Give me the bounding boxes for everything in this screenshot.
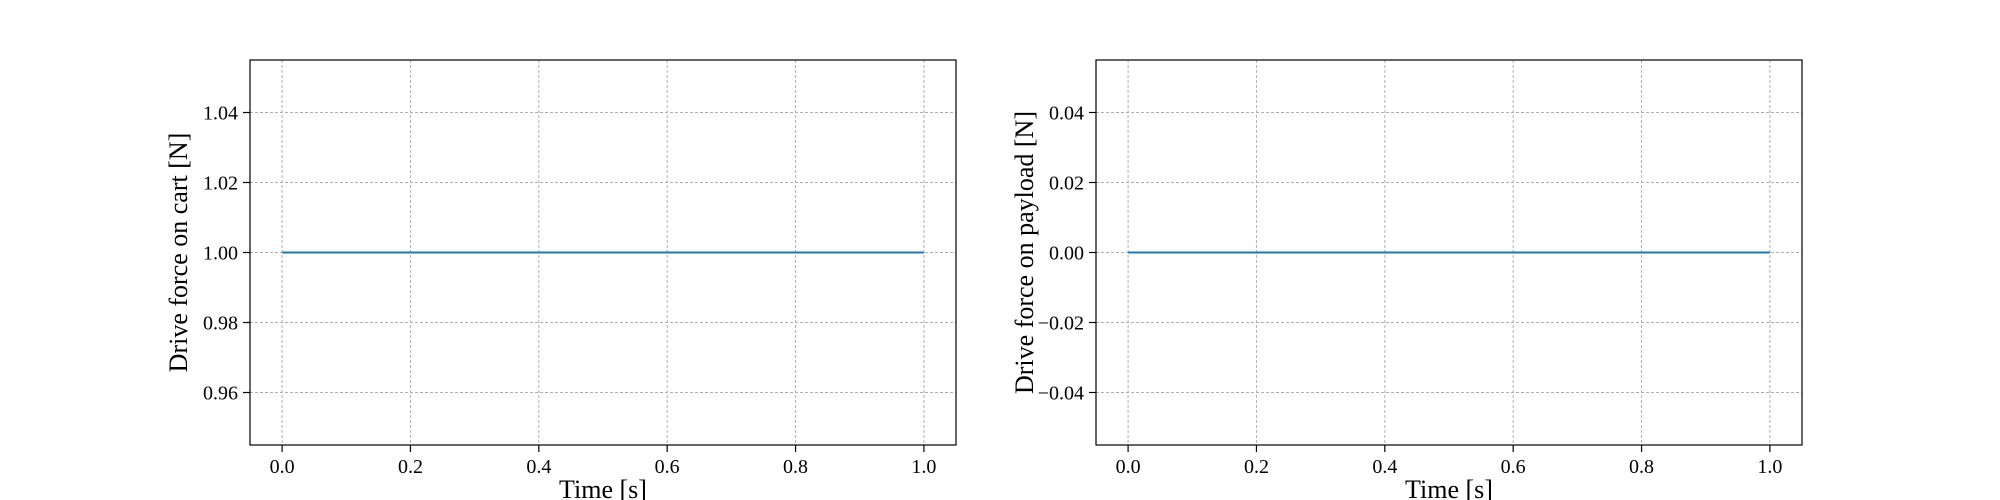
x-tick-label: 0.0 <box>1116 456 1141 478</box>
x-tick-label: 0.8 <box>1629 456 1654 478</box>
chart-panel-1: 0.0 0.2 0.4 0.6 0.8 1.0 0.96 0.98 1.00 1.02 1.04 Ti… <box>164 59 957 500</box>
x-tick-label: 0.6 <box>1501 456 1526 478</box>
chart-panel-2: 0.0 0.2 0.4 0.6 0.8 1.0 −0.04 −0.02 0.00 0.02 0.04… <box>1010 59 1803 500</box>
x-tick-label: 0.8 <box>783 456 808 478</box>
y-axis-label: Drive force on cart [N] <box>164 133 193 373</box>
y-tick-label: 0.96 <box>203 383 238 405</box>
x-tick-label: 0.2 <box>1244 456 1269 478</box>
y-tick-label: 0.04 <box>1049 103 1084 125</box>
x-axis-label: Time [s] <box>559 475 647 500</box>
x-tick-label: 1.0 <box>1757 456 1782 478</box>
y-tick-label: 0.00 <box>1049 243 1084 265</box>
x-tick-label: 1.0 <box>911 456 936 478</box>
y-tick-label: 0.02 <box>1049 173 1084 195</box>
y-tick-label: −0.02 <box>1038 313 1084 335</box>
y-tick-label: 0.98 <box>203 313 238 335</box>
x-tick-label: 0.6 <box>655 456 680 478</box>
x-axis-label: Time [s] <box>1405 475 1493 500</box>
y-tick-label: −0.04 <box>1038 383 1084 405</box>
x-tick-label: 0.2 <box>398 456 423 478</box>
y-tick-label: 1.00 <box>203 243 238 265</box>
y-tick-label: 1.04 <box>203 103 238 125</box>
x-tick-label: 0.0 <box>270 456 295 478</box>
y-axis-label: Drive force on payload [N] <box>1010 111 1039 394</box>
x-tick-label: 0.4 <box>526 456 551 478</box>
y-tick-label: 1.02 <box>203 173 238 195</box>
x-tick-label: 0.4 <box>1372 456 1397 478</box>
